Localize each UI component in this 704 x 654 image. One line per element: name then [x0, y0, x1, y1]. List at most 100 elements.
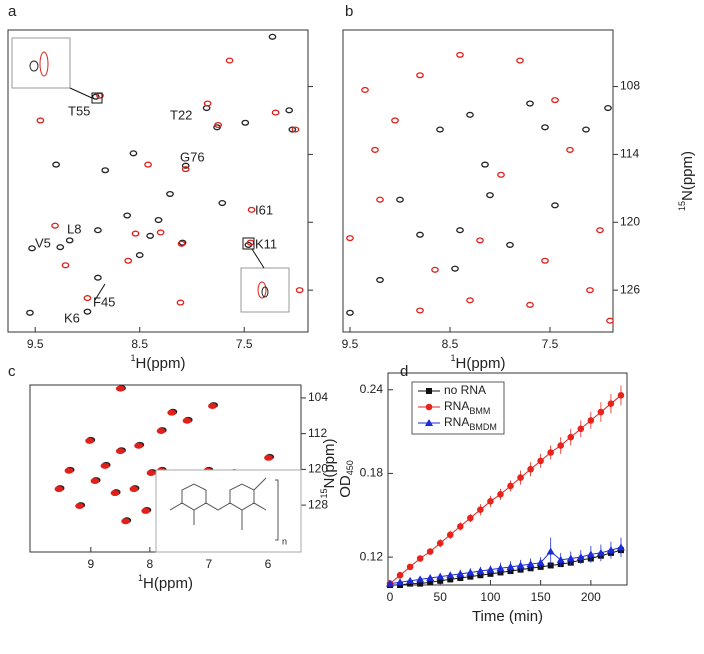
label-script: 1 — [450, 353, 455, 363]
axis-label: RNABMDM — [444, 415, 497, 432]
inset-peak — [29, 60, 39, 72]
peak — [288, 126, 297, 133]
marker — [506, 562, 515, 570]
peak — [154, 216, 163, 224]
peak — [486, 192, 494, 199]
marker — [446, 571, 455, 579]
marker — [447, 576, 454, 583]
marker — [487, 498, 494, 505]
y-tick-label: 120 — [620, 214, 640, 228]
y-tick-label: 108 — [620, 79, 640, 93]
peak — [65, 237, 74, 244]
marker — [416, 555, 424, 562]
marker — [417, 580, 424, 587]
peak — [181, 162, 190, 169]
peak — [271, 109, 280, 116]
annotation: L8 — [67, 221, 81, 236]
peak — [121, 518, 131, 525]
label-text: RNA — [444, 415, 469, 429]
x-tick-label: 200 — [581, 590, 601, 604]
plot-frame — [387, 372, 628, 586]
peak — [566, 146, 574, 153]
peak — [83, 295, 92, 302]
label-text: N(ppm) — [679, 151, 696, 201]
axis-label: no RNA — [444, 383, 486, 397]
marker — [426, 548, 434, 555]
peak — [346, 309, 354, 316]
label-text: H(ppm) — [143, 575, 193, 592]
x-tick-label: 7.5 — [236, 337, 253, 351]
peak — [416, 72, 424, 79]
peak — [36, 117, 45, 124]
marker — [586, 550, 595, 558]
plot-frame — [7, 29, 309, 333]
peak — [481, 161, 489, 168]
marker — [476, 567, 485, 575]
panel-label: d — [400, 363, 408, 380]
peak — [396, 196, 404, 203]
peak — [451, 265, 459, 272]
peak — [247, 206, 256, 213]
marker — [396, 578, 405, 586]
inset-box — [11, 37, 290, 313]
peak — [144, 161, 152, 168]
panel-label: a — [8, 3, 17, 20]
peak — [416, 307, 424, 314]
peak — [131, 230, 140, 237]
bracket — [275, 479, 279, 541]
axis-label: 1H(ppm) — [450, 353, 505, 372]
axis-label: 15N(ppm) — [677, 151, 696, 211]
annotation: K6 — [64, 310, 80, 325]
peak — [371, 146, 379, 153]
peak — [156, 229, 165, 236]
annotation: I61 — [255, 202, 273, 217]
peak — [181, 166, 190, 173]
marker — [497, 491, 504, 498]
peak — [295, 287, 304, 294]
peak — [466, 111, 474, 118]
peak — [177, 240, 186, 247]
marker — [567, 433, 575, 441]
peak — [123, 212, 132, 219]
marker — [446, 531, 454, 539]
peak — [156, 427, 166, 434]
inset-peak — [257, 281, 267, 299]
marker — [536, 558, 545, 566]
peak — [61, 262, 70, 269]
peak — [54, 486, 64, 493]
ring — [169, 502, 267, 511]
peak — [176, 299, 185, 306]
x-tick-label: 9 — [87, 557, 94, 571]
peak — [51, 222, 59, 229]
peak — [83, 308, 92, 315]
peak — [28, 245, 36, 252]
peak — [376, 196, 384, 203]
marker — [537, 457, 544, 465]
peak — [516, 57, 524, 64]
label-script: 15 — [677, 201, 687, 211]
peak — [91, 93, 100, 100]
peak — [134, 442, 144, 449]
peak — [416, 231, 424, 238]
marker — [477, 506, 484, 513]
peak — [129, 486, 139, 493]
label-text: H(ppm) — [456, 355, 506, 372]
label-text: H(ppm) — [136, 355, 186, 372]
label-text: N(ppm) — [321, 438, 338, 488]
marker — [467, 514, 474, 522]
leader — [251, 248, 265, 269]
label-text: OD — [337, 475, 354, 498]
peak — [541, 124, 549, 131]
marker — [516, 561, 525, 569]
marker — [486, 565, 495, 573]
marker — [517, 474, 524, 481]
peak — [167, 409, 177, 416]
marker — [437, 577, 444, 584]
annotation: T55 — [68, 103, 90, 118]
marker — [616, 543, 625, 551]
peak — [391, 117, 399, 124]
marker — [507, 482, 514, 490]
panel-label: c — [8, 363, 16, 380]
peak — [101, 167, 110, 174]
peak — [218, 200, 227, 207]
